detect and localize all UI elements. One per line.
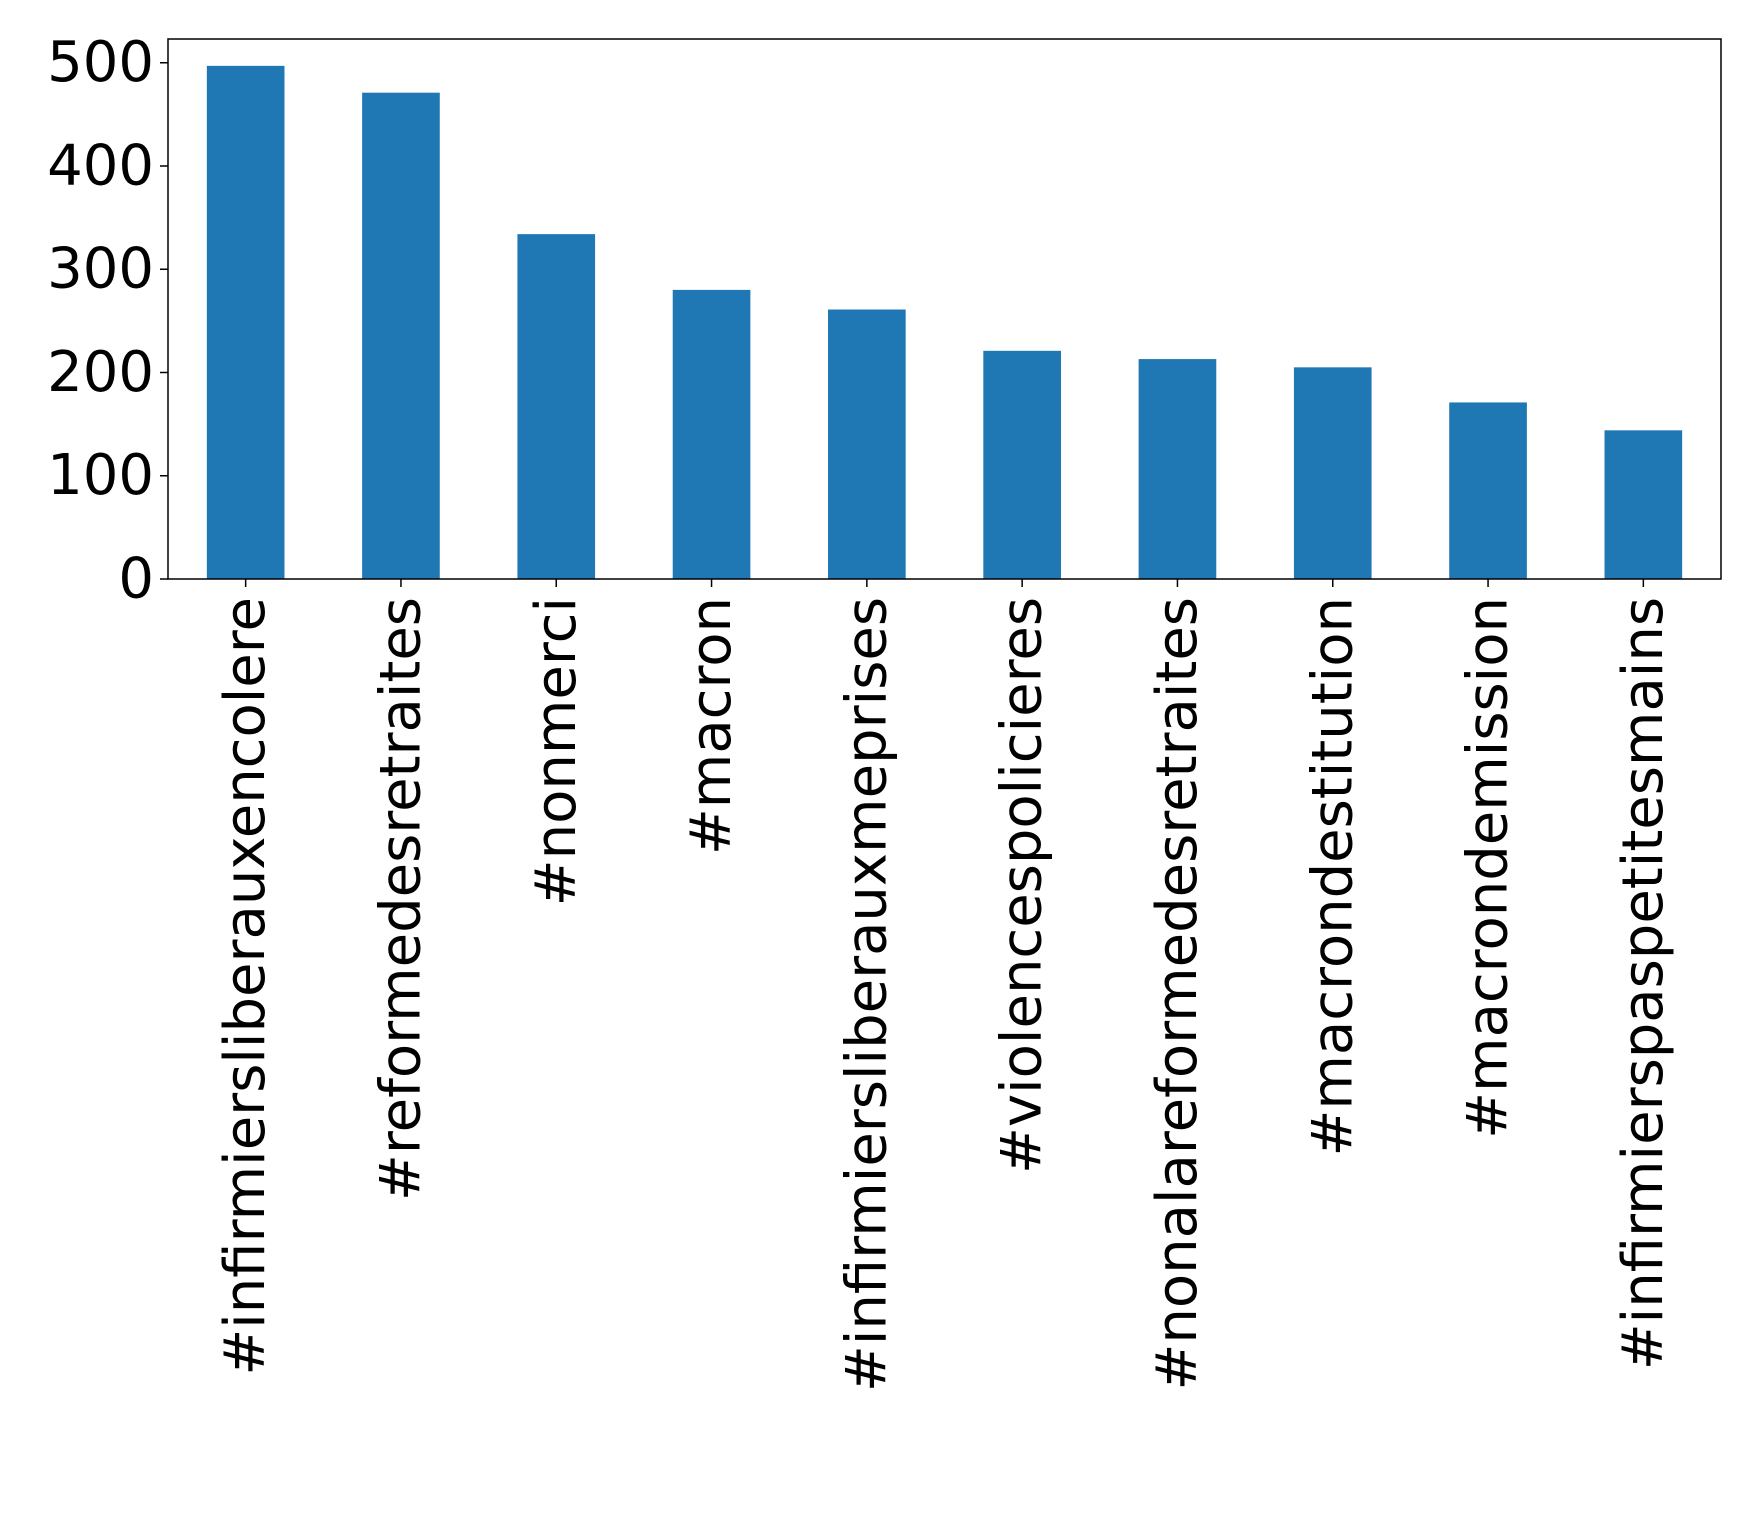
x-tick-label-5: #violencespolicieres [990, 597, 1055, 1174]
bar-0 [206, 65, 285, 580]
bar-9 [1604, 430, 1683, 579]
plot-frame [167, 38, 1722, 580]
bar-1 [362, 92, 440, 579]
bar-7 [1293, 367, 1372, 579]
x-axis: #infirmiersliberauxencolere #reformedesre… [213, 579, 1676, 1392]
x-tick-label-6: #nonalareformedesretraites [1145, 597, 1210, 1391]
y-tick-label-5: 500 [47, 30, 154, 95]
x-tick-label-4: #infirmiersliberauxmeprises [834, 597, 899, 1392]
y-tick-label-1: 100 [47, 443, 154, 508]
bar-2 [517, 234, 596, 579]
x-tick-label-2: #nonmerci [524, 597, 589, 906]
bar-3 [672, 289, 751, 579]
y-tick-label-3: 300 [47, 237, 154, 302]
x-tick-label-7: #macrondestitution [1300, 597, 1365, 1157]
x-tick-label-8: #macrondemission [1456, 597, 1521, 1139]
x-tick-label-9: #infirmierspaspetitesmains [1611, 597, 1676, 1370]
y-tick-label-0: 0 [118, 547, 154, 612]
bar-5 [983, 350, 1061, 579]
x-tick-label-1: #reformedesretraites [368, 597, 433, 1201]
y-tick-label-4: 400 [47, 133, 154, 198]
bars-group [206, 65, 1683, 580]
y-tick-label-2: 200 [47, 340, 154, 405]
bar-6 [1138, 359, 1217, 579]
bar-4 [828, 309, 906, 579]
x-tick-label-3: #macron [679, 597, 744, 855]
bar-8 [1449, 402, 1527, 579]
x-tick-label-0: #infirmiersliberauxencolere [213, 597, 278, 1376]
y-axis: 0 100 200 300 400 500 [47, 30, 168, 612]
